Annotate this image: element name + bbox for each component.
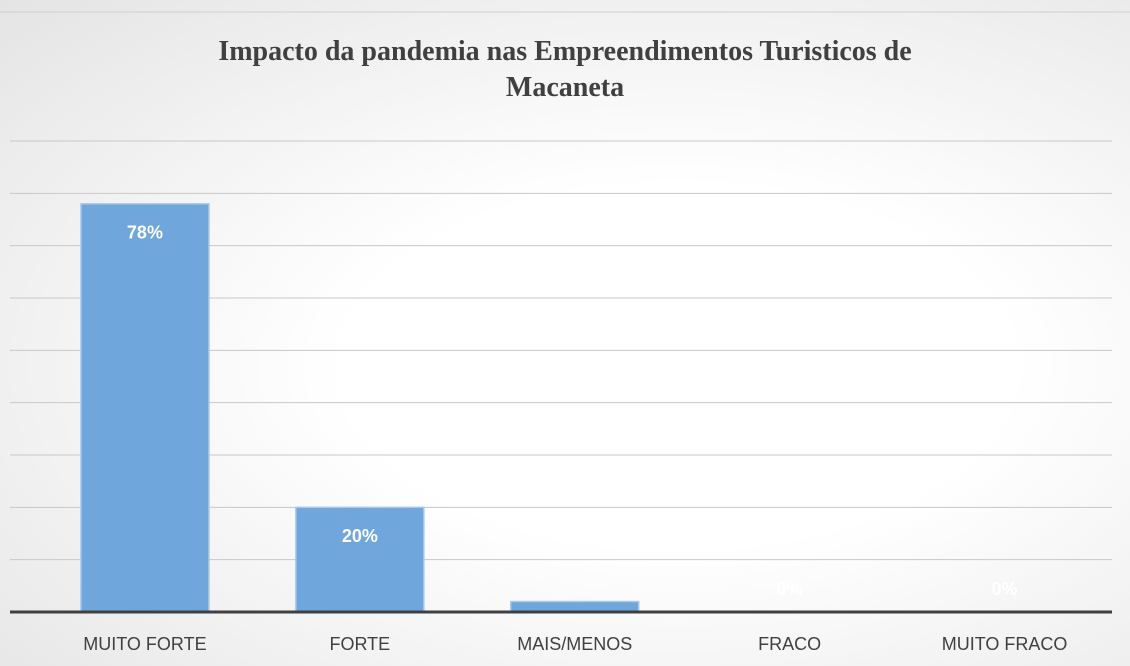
data-label: 20% [342, 526, 378, 546]
data-label: 78% [127, 223, 163, 243]
chart-title: Impacto da pandemia nas Empreendimentos … [218, 36, 912, 103]
x-tick-label: MUITO FORTE [83, 634, 206, 654]
bar [295, 506, 425, 613]
x-tick-label: MAIS/MENOS [517, 634, 632, 654]
bar [80, 203, 210, 613]
x-tick-label: MUITO FRACO [942, 634, 1068, 654]
data-label: 0% [992, 579, 1018, 599]
bar [510, 600, 640, 613]
x-tick-label: FRACO [758, 634, 821, 654]
data-label: 0% [777, 579, 803, 599]
x-tick-label: FORTE [330, 634, 391, 654]
